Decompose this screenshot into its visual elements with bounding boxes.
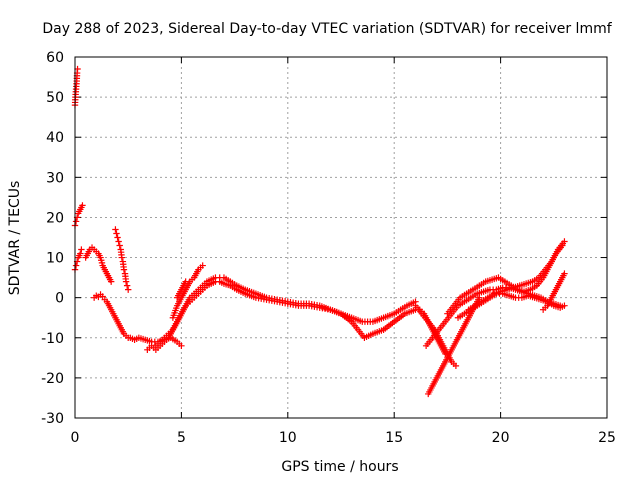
- x-tick-label: 5: [177, 430, 186, 446]
- data-point-marker: [72, 262, 80, 269]
- data-point-marker: [120, 266, 128, 273]
- y-tick-label: 30: [46, 170, 64, 186]
- y-tick-label: 0: [55, 291, 64, 307]
- y-axis-label: SDTVAR / TECUs: [7, 181, 23, 296]
- data-point-marker: [442, 350, 449, 358]
- x-tick-label: 15: [385, 430, 403, 446]
- x-tick-label: 25: [598, 430, 616, 446]
- chart-title: Day 288 of 2023, Sidereal Day-to-day VTE…: [42, 21, 612, 37]
- data-point-marker: [78, 246, 85, 253]
- y-tick-label: 50: [46, 90, 64, 106]
- x-tick-label: 20: [492, 430, 510, 446]
- y-tick-label: 40: [46, 130, 64, 146]
- data-point-marker: [118, 254, 126, 261]
- axis-ticks: 0 5 10 15 20 25 -30 -20 -10 0 10 20 30 40 50 60: [41, 50, 616, 446]
- data-point-marker: [182, 278, 189, 285]
- grid: [75, 57, 607, 418]
- data-point-marker: [199, 262, 206, 269]
- data-point-marker: [112, 226, 119, 233]
- data-point-marker: [123, 282, 131, 289]
- data-point-marker: [125, 286, 132, 293]
- data-point-marker: [561, 238, 568, 245]
- series-track-h: [152, 278, 419, 349]
- series-track-r: [416, 306, 449, 358]
- plot-frame: [74, 56, 608, 419]
- data-point-marker: [113, 230, 120, 237]
- data-point-marker: [561, 270, 568, 277]
- series-track-c: [71, 246, 85, 273]
- y-tick-label: 20: [46, 210, 64, 226]
- y-tick-label: -20: [41, 371, 64, 387]
- data-point-marker: [116, 242, 123, 249]
- y-tick-label: 60: [46, 50, 64, 66]
- data-points: [71, 65, 568, 398]
- data-point-marker: [178, 342, 185, 349]
- data-point-marker: [107, 278, 115, 285]
- x-tick-label: 0: [71, 430, 80, 446]
- series-track-q: [539, 270, 568, 313]
- data-point-marker: [122, 278, 130, 285]
- x-tick-label: 10: [279, 430, 297, 446]
- data-point-marker: [115, 238, 122, 245]
- y-tick-label: 10: [46, 251, 64, 267]
- data-point-marker: [99, 293, 106, 300]
- data-point-marker: [79, 202, 86, 209]
- y-tick-label: -30: [41, 411, 64, 427]
- data-point-marker: [556, 302, 564, 309]
- x-axis-label: GPS time / hours: [281, 459, 398, 475]
- data-point-marker: [114, 234, 121, 241]
- series-track-j: [173, 278, 189, 301]
- data-point-marker: [72, 218, 80, 225]
- y-tick-label: -10: [41, 331, 64, 347]
- series-track-e: [90, 291, 185, 349]
- series-track-a: [71, 65, 81, 109]
- data-point-marker: [452, 362, 460, 370]
- data-point-marker: [77, 250, 84, 257]
- series-track-b: [71, 202, 86, 229]
- series-track-d: [82, 244, 115, 285]
- series-track-f: [112, 226, 132, 293]
